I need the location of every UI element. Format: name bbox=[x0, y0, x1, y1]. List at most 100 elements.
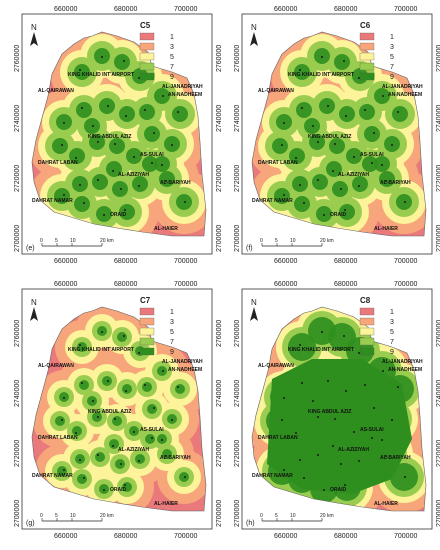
legend-swatch bbox=[359, 52, 375, 61]
x-tick-top: 660000 bbox=[54, 6, 77, 13]
scale-bar: 0 5 10 20 km bbox=[260, 513, 334, 522]
y-tick-right: 2700000 bbox=[216, 500, 223, 527]
x-tick-top: 680000 bbox=[334, 6, 357, 13]
x-tick-bottom: 700000 bbox=[394, 258, 417, 265]
y-tick-right: 2720000 bbox=[436, 165, 440, 192]
legend-label: 1 bbox=[390, 309, 394, 316]
scale-tick: 20 km bbox=[100, 238, 114, 244]
place-label-haier: AL-HAIER bbox=[374, 501, 398, 507]
legend-label: 7 bbox=[170, 64, 174, 71]
y-tick-left: 2700000 bbox=[14, 225, 21, 252]
place-label-haier: AL-HAIER bbox=[374, 226, 398, 232]
place-label-janadriyah: AL-JANADRIYAH bbox=[382, 84, 423, 90]
north-arrow-icon: N bbox=[30, 298, 38, 321]
place-label-qairawan: AL-QAIRAWAN bbox=[258, 363, 294, 369]
place-label-dahrat_namar: DAHRAT NAMAR bbox=[32, 473, 73, 479]
legend-swatch bbox=[139, 347, 155, 356]
place-label-nadheem: AN-NADHEEM bbox=[388, 92, 422, 98]
region-boundary bbox=[251, 306, 427, 512]
suitability-surface bbox=[252, 32, 426, 236]
place-label-bariyah: AL-BARIYAH bbox=[380, 455, 411, 461]
north-label: N bbox=[251, 23, 257, 32]
y-tick-left: 2720000 bbox=[234, 165, 241, 192]
sample-points bbox=[61, 331, 186, 491]
north-label: N bbox=[31, 23, 37, 32]
place-label-aziziyah: AL-AZIZIYAH bbox=[338, 172, 369, 178]
place-label-oraid: ORAID bbox=[330, 487, 347, 493]
x-tick-top: 660000 bbox=[274, 281, 297, 288]
place-label-sulai: AS-SULAI bbox=[360, 427, 384, 433]
y-tick-right: 2720000 bbox=[216, 165, 223, 192]
suitability-surface bbox=[32, 32, 206, 236]
scale-tick: 0 bbox=[40, 513, 43, 519]
legend-label: 3 bbox=[390, 319, 394, 326]
y-tick-right: 2700000 bbox=[436, 225, 440, 252]
y-tick-left: 2740000 bbox=[234, 105, 241, 132]
legend-label: 7 bbox=[390, 339, 394, 346]
y-tick-left: 2720000 bbox=[14, 165, 21, 192]
legend-swatch bbox=[359, 62, 375, 71]
place-label-dahrat_namar: DAHRAT NAMAR bbox=[252, 473, 293, 479]
legend-label: 5 bbox=[390, 329, 394, 336]
x-tick-top: 700000 bbox=[174, 281, 197, 288]
place-label-dahrat_laban: DAHRAT LABAN bbox=[258, 435, 298, 441]
legend-swatch bbox=[139, 52, 155, 61]
region-boundary bbox=[31, 306, 207, 512]
y-tick-right: 2740000 bbox=[216, 105, 223, 132]
sample-points bbox=[281, 331, 406, 491]
scale-tick: 10 bbox=[70, 513, 76, 519]
panel-letter: (e) bbox=[26, 245, 35, 252]
legend-swatch bbox=[139, 32, 155, 41]
x-tick-bottom: 660000 bbox=[274, 258, 297, 265]
y-tick-left: 2700000 bbox=[234, 225, 241, 252]
y-tick-right: 2740000 bbox=[436, 380, 440, 407]
y-tick-left: 2760000 bbox=[234, 45, 241, 72]
y-tick-left: 2760000 bbox=[14, 45, 21, 72]
y-tick-right: 2760000 bbox=[436, 320, 440, 347]
place-label-abdulaziz: KING ABDUL AZIZ bbox=[88, 134, 131, 140]
scale-bar: 0 5 10 20 km bbox=[40, 513, 114, 522]
legend-label: 3 bbox=[170, 44, 174, 51]
place-label-bariyah: AL-BARIYAH bbox=[160, 455, 191, 461]
scale-tick: 5 bbox=[275, 513, 278, 519]
place-label-qairawan: AL-QAIRAWAN bbox=[258, 88, 294, 94]
place-label-dahrat_laban: DAHRAT LABAN bbox=[258, 160, 298, 166]
scale-tick: 5 bbox=[55, 513, 58, 519]
scale-tick: 0 bbox=[40, 238, 43, 244]
x-tick-bottom: 660000 bbox=[54, 258, 77, 265]
x-tick-top: 700000 bbox=[174, 6, 197, 13]
legend-swatch bbox=[359, 32, 375, 41]
scale-tick: 10 bbox=[290, 513, 296, 519]
y-tick-right: 2700000 bbox=[216, 225, 223, 252]
place-label-airport: KING KHALID INT'AIRPORT bbox=[68, 72, 134, 78]
x-tick-bottom: 660000 bbox=[274, 533, 297, 540]
y-tick-left: 2720000 bbox=[234, 440, 241, 467]
y-tick-left: 2700000 bbox=[234, 500, 241, 527]
legend-label: 5 bbox=[390, 54, 394, 61]
place-label-bariyah: AL-BARIYAH bbox=[380, 180, 411, 186]
region-boundary bbox=[251, 31, 427, 237]
legend-swatch bbox=[139, 317, 155, 326]
legend-title: C7 bbox=[140, 296, 151, 305]
place-label-haier: AL-HAIER bbox=[154, 501, 178, 507]
y-tick-left: 2720000 bbox=[14, 440, 21, 467]
scale-bar: 0 5 10 20 km bbox=[40, 238, 114, 247]
y-tick-left: 2740000 bbox=[234, 380, 241, 407]
x-tick-top: 660000 bbox=[274, 6, 297, 13]
region-boundary bbox=[31, 31, 207, 237]
map-panel-c8: 660000 660000 680000 680000 700000 700000 2760… bbox=[234, 281, 440, 540]
legend-title: C8 bbox=[360, 296, 371, 305]
place-label-abdulaziz: KING ABDUL AZIZ bbox=[308, 134, 351, 140]
legend-title: C6 bbox=[360, 21, 371, 30]
north-arrow-icon: N bbox=[30, 23, 38, 46]
legend-swatch bbox=[139, 42, 155, 51]
legend-swatch bbox=[359, 347, 375, 356]
north-arrow-icon: N bbox=[250, 23, 258, 46]
place-label-dahrat_namar: DAHRAT NAMAR bbox=[252, 198, 293, 204]
class-9-area bbox=[266, 317, 418, 503]
place-label-dahrat_laban: DAHRAT LABAN bbox=[38, 160, 78, 166]
scale-tick: 5 bbox=[55, 238, 58, 244]
y-tick-right: 2700000 bbox=[436, 500, 440, 527]
legend-swatch bbox=[139, 62, 155, 71]
map-panel-c5: 660000 660000 680000 680000 700000 700000 2760… bbox=[14, 6, 223, 265]
